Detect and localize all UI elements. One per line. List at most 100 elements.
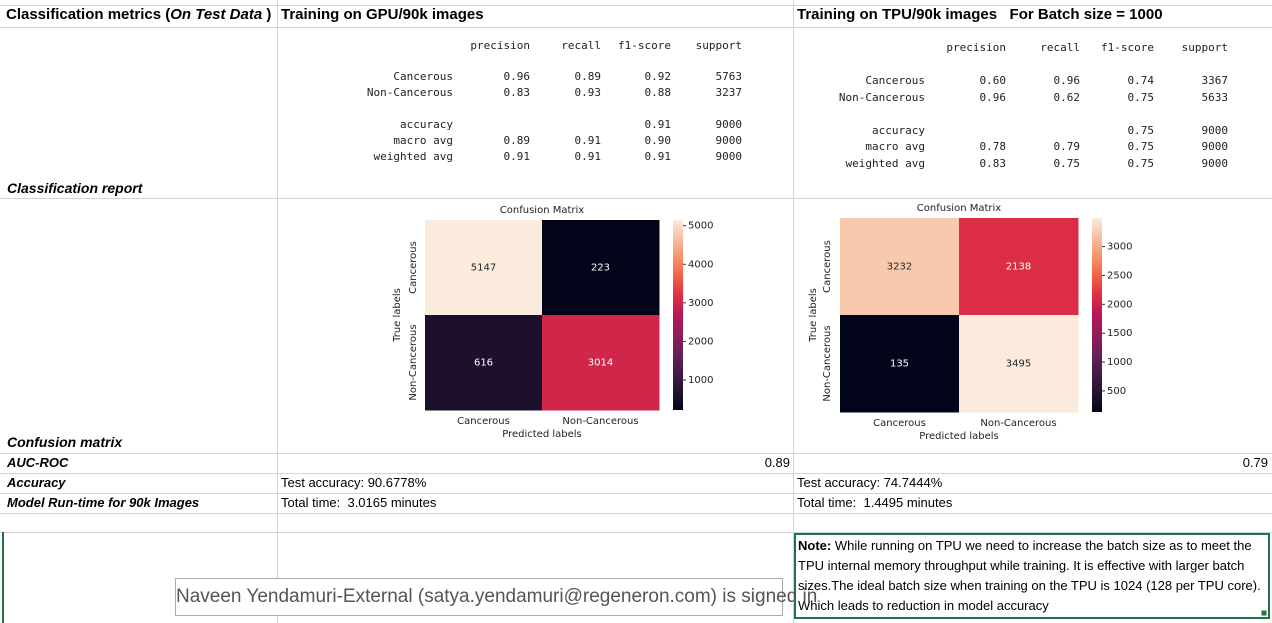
x-tick-label: Non-Cancerous [980, 418, 1056, 429]
y-tick-label: Non-Cancerous [408, 324, 419, 400]
x-axis-label: Predicted labels [502, 429, 582, 440]
header-metrics: Classification metrics (On Test Data ) [6, 6, 271, 24]
colorbar-tick-label: 4000 [688, 259, 713, 270]
header-gpu: Training on GPU/90k images [281, 6, 484, 23]
row-label: Confusion matrix [7, 434, 123, 450]
report-value: 0.90 [645, 134, 672, 147]
report-value: 9000 [1202, 157, 1229, 170]
cell-value: 135 [890, 359, 909, 370]
report-value: 0.78 [980, 140, 1007, 153]
report-value: 5633 [1202, 91, 1229, 104]
heatmap-cell [840, 218, 960, 316]
cell-value: 2138 [1006, 262, 1031, 273]
accuracy-text: Test accuracy: 74.7444% [797, 475, 943, 490]
note-label: Note: [798, 538, 832, 553]
report-value: 3237 [716, 86, 743, 99]
colorbar-tick-label: 500 [1107, 386, 1126, 397]
y-tick-label: Non-Cancerous [822, 325, 833, 401]
auc-value: 0.79 [1242, 455, 1268, 470]
heatmap-cell [959, 315, 1079, 413]
colorbar-tick-label: 1000 [1107, 357, 1132, 368]
colorbar-tick-label: 1000 [688, 375, 713, 386]
cell-value: 3495 [1006, 359, 1031, 370]
report-value: 0.91 [575, 150, 602, 163]
report-header: support [696, 39, 742, 52]
colorbar-tick-label: 2000 [688, 336, 713, 347]
report-row-label: weighted avg [846, 157, 925, 170]
report-row-label: Cancerous [865, 74, 925, 87]
colorbar-tick-label: 1500 [1107, 328, 1132, 339]
row-label: Accuracy [7, 475, 66, 490]
colorbar [1092, 218, 1102, 412]
colorbar-tick-label: 5000 [688, 221, 713, 232]
row-label: Model Run-time for 90k Images [7, 495, 200, 510]
y-axis-label: True labels [392, 288, 403, 343]
heatmap-cell [542, 315, 660, 411]
report-value: 0.75 [1054, 157, 1081, 170]
report-value: 0.62 [1054, 91, 1081, 104]
x-axis-label: Predicted labels [919, 431, 999, 442]
y-axis-label: True labels [808, 288, 819, 343]
report-value: 0.75 [1128, 140, 1155, 153]
report-value: 9000 [716, 118, 743, 131]
runtime-text: Total time: 3.0165 minutes [281, 495, 437, 510]
report-value: 0.96 [504, 70, 531, 83]
report-value: 0.92 [645, 70, 672, 83]
report-row-label: weighted avg [374, 150, 453, 163]
report-value: 0.75 [1128, 91, 1155, 104]
signin-tooltip: Naveen Yendamuri-External (satya.yendamu… [175, 578, 817, 616]
x-tick-label: Non-Cancerous [562, 416, 638, 427]
header-text: ) [262, 6, 272, 23]
heatmap-title: Confusion Matrix [917, 203, 1001, 214]
report-header: f1-score [1101, 41, 1154, 54]
header-tpu: Training on TPU/90k images For Batch siz… [797, 6, 1163, 23]
report-value: 0.74 [1128, 74, 1155, 87]
report-row-label: Non-Cancerous [839, 91, 925, 104]
report-row-label: accuracy [872, 124, 925, 137]
colorbar [673, 220, 683, 410]
accuracy-text: Test accuracy: 90.6778% [281, 475, 427, 490]
fill-handle [1260, 609, 1268, 617]
report-value: 0.89 [504, 134, 531, 147]
report-row-label: accuracy [400, 118, 453, 131]
header-text: Classification metrics ( [6, 6, 171, 23]
report-value: 0.83 [504, 86, 531, 99]
y-tick-label: Cancerous [408, 241, 419, 294]
report-value: 0.93 [575, 86, 602, 99]
report-value: 0.79 [1054, 140, 1081, 153]
row-label: AUC-ROC [7, 455, 69, 470]
report-value: 9000 [1202, 140, 1229, 153]
cell-value: 5147 [471, 263, 496, 274]
report-header: recall [1040, 41, 1080, 54]
report-value: 0.75 [1128, 124, 1155, 137]
runtime-text: Total time: 1.4495 minutes [797, 495, 953, 510]
report-value: 0.91 [575, 134, 602, 147]
colorbar-tick-label: 2500 [1107, 270, 1132, 281]
header-italic: On Test Data [170, 6, 263, 23]
note-text: While running on TPU we need to increase… [798, 538, 1261, 613]
heatmap-cell [425, 220, 543, 316]
colorbar-tick-label: 3000 [688, 298, 713, 309]
report-header: precision [470, 39, 530, 52]
cell-value: 616 [474, 358, 493, 369]
report-value: 5763 [716, 70, 743, 83]
cell-value: 223 [591, 263, 610, 274]
note-cell[interactable]: Note: While running on TPU we need to in… [794, 533, 1270, 619]
report-value: 0.96 [980, 91, 1007, 104]
report-value: 0.83 [980, 157, 1007, 170]
report-value: 0.96 [1054, 74, 1081, 87]
auc-value: 0.89 [764, 455, 790, 470]
report-row-label: macro avg [865, 140, 925, 153]
heatmap-cell [542, 220, 660, 316]
cell-value: 3232 [887, 262, 912, 273]
report-header: support [1182, 41, 1228, 54]
row-label: Classification report [7, 180, 143, 196]
report-value: 9000 [716, 134, 743, 147]
report-value: 0.91 [645, 118, 672, 131]
report-row-label: Cancerous [393, 70, 453, 83]
report-value: 0.60 [980, 74, 1007, 87]
report-row-label: Non-Cancerous [367, 86, 453, 99]
report-value: 0.88 [645, 86, 672, 99]
